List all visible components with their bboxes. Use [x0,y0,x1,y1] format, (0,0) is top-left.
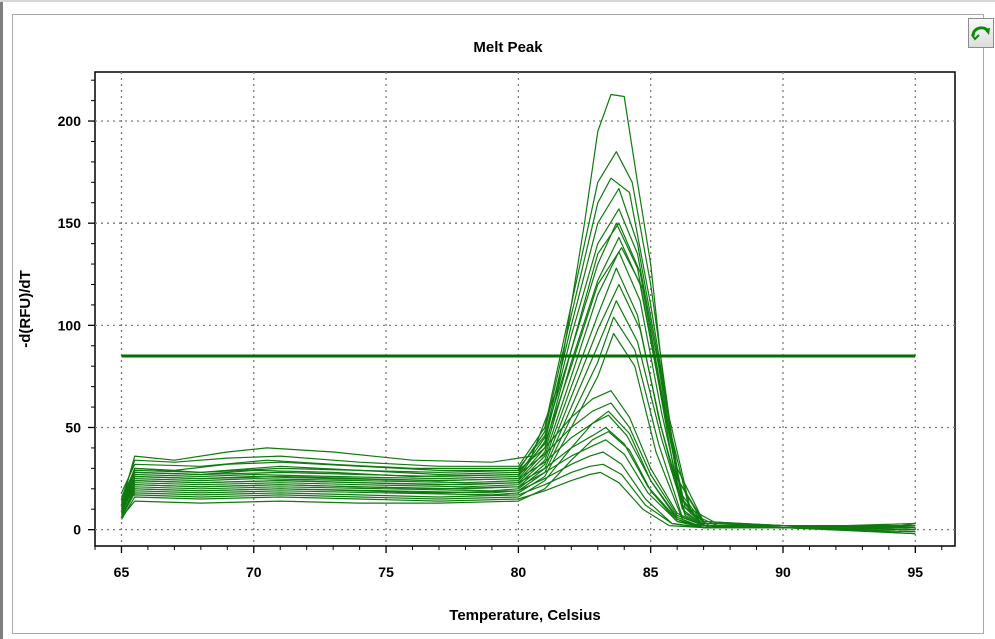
melt-curve-21 [120,471,916,535]
x-tick-label: 65 [114,564,130,580]
x-tick-label: 75 [378,564,394,580]
x-tick-label: 95 [908,564,924,580]
y-tick-label: 100 [58,317,82,333]
y-tick-label: 150 [58,215,82,231]
window-top-edge [0,0,995,2]
x-tick-label: 80 [511,564,527,580]
melt-curve-18 [120,439,916,529]
melt-curves [120,93,916,535]
x-axis-label: Temperature, Celsius [449,607,600,624]
window-left-edge [0,0,3,639]
melt-curve-11 [120,300,916,535]
melt-curve-15 [120,402,916,531]
x-tick-label: 85 [643,564,659,580]
y-tick-label: 0 [73,522,81,538]
x-axis-ticks: 65 70 75 80 85 90 95 [114,564,924,580]
x-tick-label: 90 [775,564,791,580]
y-axis-ticks: 0 50 100 150 200 [58,113,82,538]
melt-curve-24 [121,410,916,531]
refresh-arrow-icon [971,26,990,41]
x-tick-label: 70 [246,564,262,580]
melt-curve-14 [120,390,916,529]
y-tick-label: 50 [65,420,81,436]
melt-curve-5 [120,208,916,531]
melt-curve-4 [120,187,916,527]
chart-title: Melt Peak [473,39,543,56]
y-tick-label: 200 [58,113,82,129]
grid-lines [95,72,955,546]
melt-curve-16 [120,414,916,529]
melt-curve-9 [120,267,916,529]
melt-curve-7 [120,236,916,533]
melt-curve-2 [120,151,916,529]
melt-curve-22 [120,222,916,529]
chart-options-button[interactable] [968,18,994,48]
melt-curve-20 [120,463,916,529]
axis-tick-marks [88,79,943,553]
y-axis-label: -d(RFU)/dT [17,270,34,347]
melt-curve-25 [121,431,916,529]
melt-curve-23 [120,247,916,529]
